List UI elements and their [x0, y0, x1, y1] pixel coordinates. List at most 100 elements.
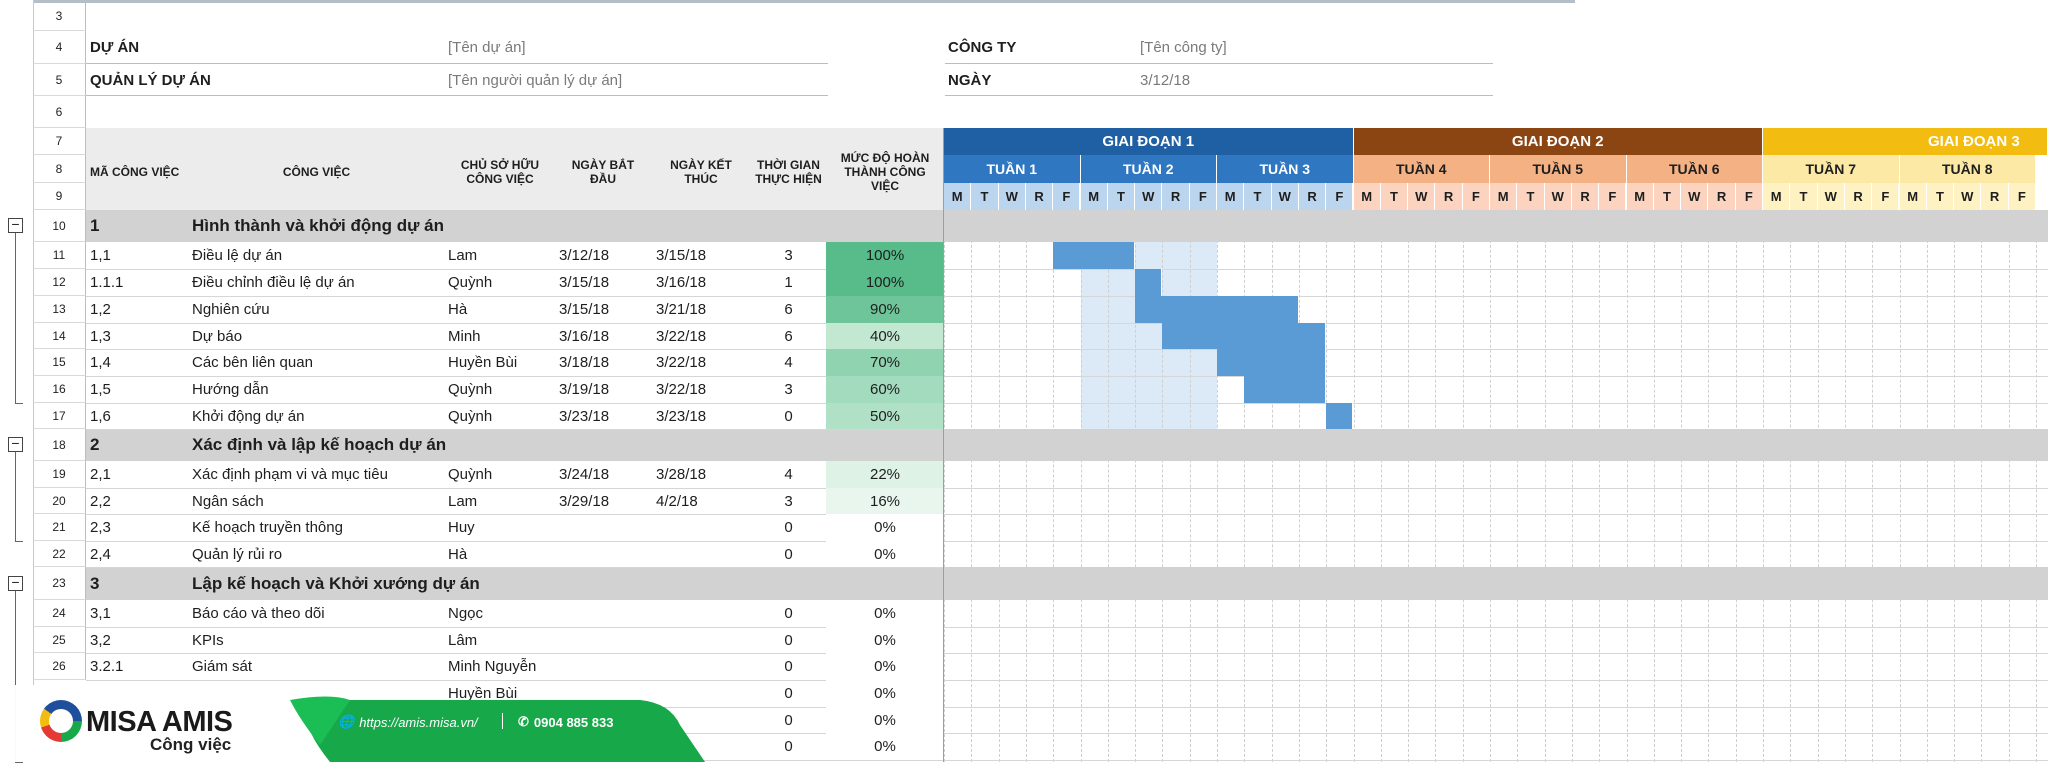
cell-start[interactable] [555, 627, 651, 653]
cell-owner[interactable]: Lam [445, 242, 555, 269]
cell-owner[interactable]: Quỳnh [445, 269, 555, 296]
cell-task[interactable]: Giám sát [188, 653, 445, 680]
cell-duration[interactable]: 0 [751, 541, 826, 567]
cell-duration[interactable]: 0 [751, 627, 826, 653]
cell-end[interactable]: 3/22/18 [651, 376, 751, 403]
row-number[interactable]: 19 [33, 461, 86, 488]
cell-percent[interactable]: 0% [826, 514, 944, 541]
cell-end[interactable] [651, 653, 751, 680]
row-number[interactable]: 5 [33, 64, 86, 96]
cell-end[interactable] [651, 627, 751, 653]
cell-end[interactable]: 3/15/18 [651, 242, 751, 269]
cell-owner[interactable]: Huyền Bùi [445, 349, 555, 376]
cell-percent[interactable]: 0% [826, 541, 944, 567]
collapse-group-button[interactable]: − [8, 437, 23, 452]
cell-task[interactable]: KPIs [188, 627, 445, 653]
row-number[interactable]: 26 [33, 653, 86, 680]
cell-owner[interactable]: Lâm [445, 627, 555, 653]
row-number[interactable]: 22 [33, 541, 86, 567]
cell-percent[interactable]: 70% [826, 349, 944, 376]
cell-task[interactable]: Xác định phạm vi và mục tiêu [188, 461, 445, 488]
cell-owner[interactable]: Quỳnh [445, 376, 555, 403]
row-number[interactable]: 4 [33, 31, 86, 64]
cell-end[interactable]: 3/22/18 [651, 323, 751, 349]
cell-percent[interactable]: 60% [826, 376, 944, 403]
phone-link[interactable]: ✆0904 885 833 [518, 714, 613, 730]
cell-id[interactable]: 1.1.1 [86, 269, 188, 296]
row-number[interactable]: 3 [33, 2, 86, 31]
cell-id[interactable]: 1,2 [86, 296, 188, 323]
column-header-percent[interactable]: MỨC ĐỘ HOÀN THÀNH CÔNG VIỆC [826, 136, 944, 208]
cell-percent[interactable]: 50% [826, 403, 944, 429]
row-number[interactable]: 6 [33, 96, 86, 128]
cell-task[interactable]: Các bên liên quan [188, 349, 445, 376]
cell-start[interactable]: 3/29/18 [555, 488, 651, 514]
cell-duration[interactable]: 0 [751, 403, 826, 429]
cell-owner[interactable]: Hà [445, 541, 555, 567]
row-number[interactable]: 23 [33, 567, 86, 600]
row-number[interactable]: 16 [33, 376, 86, 403]
manager-value[interactable]: [Tên người quản lý dự án] [448, 64, 622, 96]
cell-task[interactable]: Ngân sách [188, 488, 445, 514]
cell-start[interactable]: 3/16/18 [555, 323, 651, 349]
cell-task[interactable]: Báo cáo và theo dõi [188, 600, 445, 627]
cell-task[interactable]: Khởi động dự án [188, 403, 445, 429]
cell-duration[interactable]: 4 [751, 349, 826, 376]
cell-id[interactable]: 2,1 [86, 461, 188, 488]
cell-task[interactable]: Kế hoạch truyền thông [188, 514, 445, 541]
cell-percent[interactable]: 0% [826, 707, 944, 733]
cell-id[interactable]: 1,6 [86, 403, 188, 429]
cell-percent[interactable]: 0% [826, 600, 944, 627]
row-number[interactable]: 13 [33, 296, 86, 323]
cell-task[interactable]: Quản lý rủi ro [188, 541, 445, 567]
cell-id[interactable]: 3,2 [86, 627, 188, 653]
cell-owner[interactable]: Lam [445, 488, 555, 514]
cell-owner[interactable]: Minh [445, 323, 555, 349]
column-header-id[interactable]: MÃ CÔNG VIỆC [86, 136, 188, 208]
cell-start[interactable]: 3/15/18 [555, 269, 651, 296]
gantt-bar[interactable] [1217, 349, 1326, 376]
cell-percent[interactable]: 22% [826, 461, 944, 488]
gantt-bar[interactable] [1053, 242, 1135, 269]
cell-end[interactable]: 3/21/18 [651, 296, 751, 323]
column-header-start[interactable]: NGÀY BẮT ĐẦU [555, 136, 651, 208]
row-number[interactable]: 18 [33, 429, 86, 461]
cell-percent[interactable]: 16% [826, 488, 944, 514]
cell-owner[interactable]: Quỳnh [445, 403, 555, 429]
cell-start[interactable]: 3/15/18 [555, 296, 651, 323]
cell-percent[interactable]: 0% [826, 653, 944, 680]
cell-id[interactable]: 2,4 [86, 541, 188, 567]
cell-end[interactable] [651, 600, 751, 627]
gantt-bar[interactable] [1135, 269, 1162, 296]
cell-task[interactable]: Điều lệ dự án [188, 242, 445, 269]
gantt-bar[interactable] [1326, 403, 1353, 429]
cell-duration[interactable]: 6 [751, 296, 826, 323]
row-number[interactable]: 20 [33, 488, 86, 514]
cell-percent[interactable]: 100% [826, 242, 944, 269]
row-number[interactable]: 24 [33, 600, 86, 627]
cell-end[interactable] [651, 514, 751, 541]
row-number[interactable]: 12 [33, 269, 86, 296]
collapse-group-button[interactable]: − [8, 218, 23, 233]
cell-percent[interactable]: 0% [826, 680, 944, 707]
cell-id[interactable]: 1,5 [86, 376, 188, 403]
cell-start[interactable] [555, 653, 651, 680]
cell-id[interactable]: 3.2.1 [86, 653, 188, 680]
cell-end[interactable] [651, 541, 751, 567]
cell-end[interactable]: 3/22/18 [651, 349, 751, 376]
cell-start[interactable]: 3/18/18 [555, 349, 651, 376]
cell-start[interactable] [555, 600, 651, 627]
row-number[interactable]: 25 [33, 627, 86, 653]
cell-duration[interactable]: 0 [751, 600, 826, 627]
cell-duration[interactable]: 0 [751, 707, 826, 733]
row-number[interactable]: 11 [33, 242, 86, 269]
row-number[interactable]: 17 [33, 403, 86, 429]
cell-end[interactable]: 3/28/18 [651, 461, 751, 488]
cell-owner[interactable]: Ngọc [445, 600, 555, 627]
cell-id[interactable]: 2,3 [86, 514, 188, 541]
column-header-task[interactable]: CÔNG VIỆC [188, 136, 445, 208]
gantt-bar[interactable] [1244, 376, 1326, 403]
cell-owner[interactable]: Huy [445, 514, 555, 541]
cell-start[interactable] [555, 514, 651, 541]
cell-id[interactable]: 2,2 [86, 488, 188, 514]
